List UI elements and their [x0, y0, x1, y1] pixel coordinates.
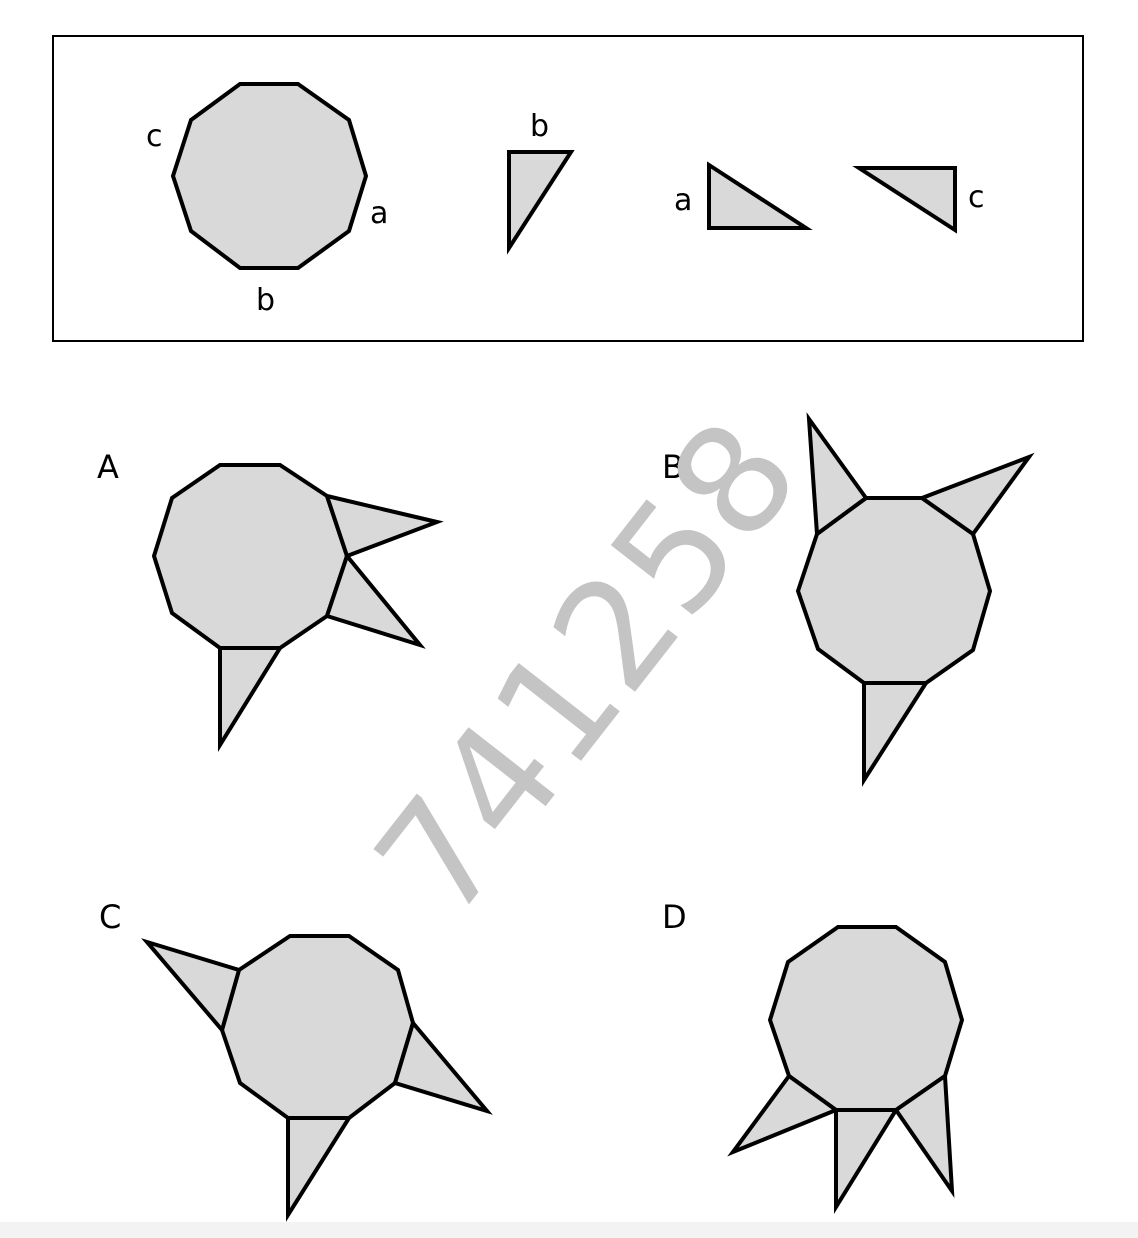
given-triangle-c: [852, 166, 957, 234]
option-b-triangle-2: [917, 452, 1035, 537]
bottom-strip: [0, 1222, 1138, 1238]
option-d-letter: D: [662, 898, 687, 936]
option-b-triangle-1: [806, 412, 869, 538]
option-a-triangle-1: [323, 493, 444, 559]
option-b-triangle-3: [862, 681, 930, 787]
option-c-triangle-1: [141, 938, 242, 1035]
option-a-letter: A: [97, 448, 119, 486]
option-a-triangle-3: [218, 646, 284, 753]
option-d-triangle-2: [834, 1108, 900, 1215]
given-panel: c a b b a c: [52, 35, 1084, 342]
given-decagon: [170, 82, 369, 270]
option-c[interactable]: C: [99, 898, 493, 1222]
decagon-label-a: a: [370, 196, 388, 231]
option-d-triangle-3: [893, 1072, 955, 1199]
decagon-label-b: b: [256, 283, 275, 318]
option-b-letter: B: [662, 448, 684, 486]
option-c-triangle-2: [392, 1018, 493, 1115]
option-b[interactable]: B: [662, 412, 1035, 787]
option-a[interactable]: A: [97, 448, 444, 753]
triangle-label-b: b: [530, 109, 549, 144]
option-a-decagon: [151, 463, 350, 650]
option-c-letter: C: [99, 898, 121, 936]
decagon-label-c: c: [146, 119, 163, 154]
watermark-text: 741258: [343, 390, 833, 948]
triangle-label-c: c: [968, 180, 985, 215]
option-d[interactable]: D: [662, 898, 965, 1215]
option-a-triangle-2: [324, 551, 426, 649]
given-panel-frame: [52, 35, 1084, 342]
option-d-triangle-1: [727, 1073, 841, 1157]
triangle-label-a: a: [674, 183, 692, 218]
given-triangle-b: [507, 150, 575, 255]
option-c-triangle-3: [286, 1116, 353, 1222]
given-triangle-a: [707, 161, 813, 230]
option-c-decagon: [219, 934, 416, 1120]
